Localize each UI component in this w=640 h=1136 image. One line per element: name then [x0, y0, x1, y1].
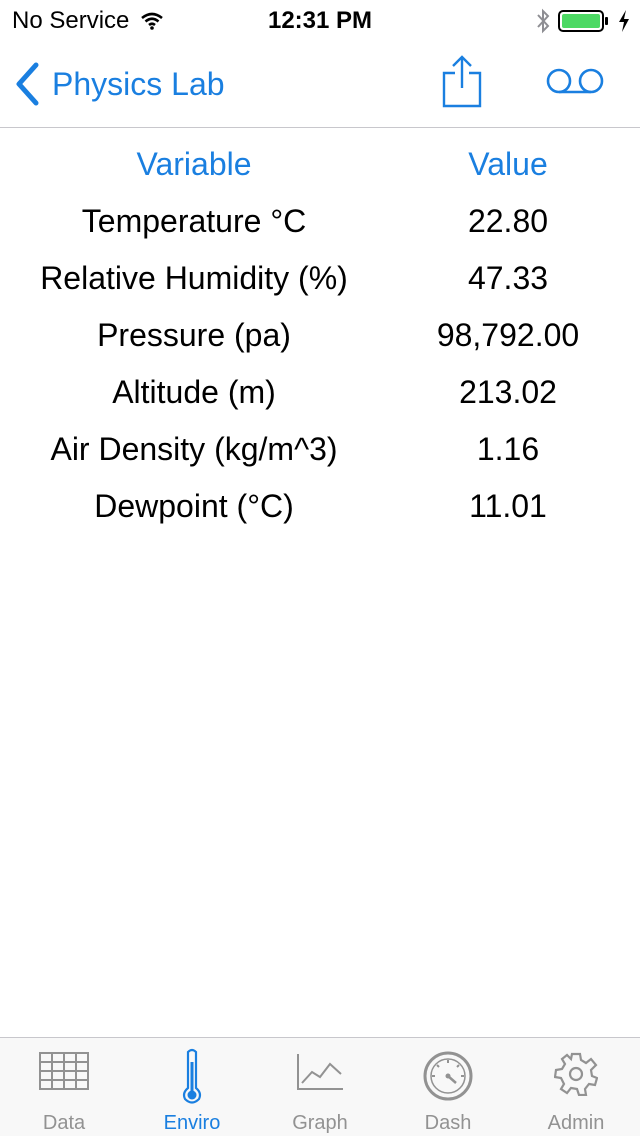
tab-admin-label: Admin: [547, 1112, 605, 1134]
table-row: Pressure (pa) 98,792.00: [0, 299, 640, 356]
status-bar: No Service 12:31 PM: [0, 0, 640, 40]
tab-enviro[interactable]: Enviro: [128, 1038, 256, 1136]
value-cell: 98,792.00: [436, 317, 580, 353]
status-right: [536, 8, 630, 34]
table-header: Variable Value: [0, 128, 640, 185]
share-button[interactable]: [440, 54, 484, 115]
back-button[interactable]: Physics Lab: [14, 62, 225, 106]
status-time: 12:31 PM: [267, 7, 373, 34]
variable-cell: Pressure (pa): [97, 317, 291, 353]
value-cell: 47.33: [467, 260, 549, 296]
tab-dash-label: Dash: [424, 1112, 472, 1134]
value-cell: 11.01: [469, 488, 547, 524]
table-icon: [39, 1052, 89, 1090]
tab-data[interactable]: Data: [0, 1038, 128, 1136]
header-variable: Variable: [136, 146, 252, 182]
tab-graph-label: Graph: [292, 1112, 348, 1134]
share-icon: [442, 55, 482, 108]
back-button-label: Physics Lab: [52, 65, 225, 102]
gauge-icon: [423, 1051, 473, 1101]
table-row: Relative Humidity (%) 47.33: [0, 242, 640, 299]
tab-admin[interactable]: Admin: [512, 1038, 640, 1136]
chevron-left-icon: [14, 62, 40, 106]
battery-icon: [558, 9, 610, 33]
record-button[interactable]: [545, 68, 605, 101]
voicemail-icon: [546, 68, 604, 94]
variable-cell: Air Density (kg/m^3): [50, 431, 338, 467]
value-cell: 22.80: [467, 203, 549, 239]
environment-table: Variable Value Temperature °C 22.80 Rela…: [0, 128, 640, 527]
status-left: No Service: [12, 7, 164, 35]
wifi-icon: [141, 12, 164, 30]
tab-data-label: Data: [42, 1112, 86, 1134]
header-value: Value: [468, 146, 548, 182]
thermometer-icon: [182, 1048, 202, 1104]
table-row: Air Density (kg/m^3) 1.16: [0, 413, 640, 470]
charging-icon: [618, 10, 630, 32]
variable-cell: Temperature °C: [81, 203, 307, 239]
tab-enviro-label: Enviro: [163, 1112, 221, 1134]
bluetooth-icon: [536, 8, 550, 34]
gear-icon: [554, 1052, 598, 1096]
tab-bar: Data Enviro Graph: [0, 1037, 640, 1136]
navigation-bar: Physics Lab: [0, 40, 640, 128]
variable-cell: Relative Humidity (%): [40, 260, 348, 296]
table-row: Temperature °C 22.80: [0, 185, 640, 242]
tab-dash[interactable]: Dash: [384, 1038, 512, 1136]
variable-cell: Dewpoint (°C): [94, 488, 294, 524]
line-chart-icon: [297, 1054, 343, 1090]
table-row: Dewpoint (°C) 11.01: [0, 470, 640, 527]
table-row: Altitude (m) 213.02: [0, 356, 640, 413]
tab-graph[interactable]: Graph: [256, 1038, 384, 1136]
carrier-label: No Service: [12, 7, 130, 34]
value-cell: 213.02: [459, 374, 557, 410]
value-cell: 1.16: [476, 431, 540, 467]
variable-cell: Altitude (m): [112, 374, 276, 410]
